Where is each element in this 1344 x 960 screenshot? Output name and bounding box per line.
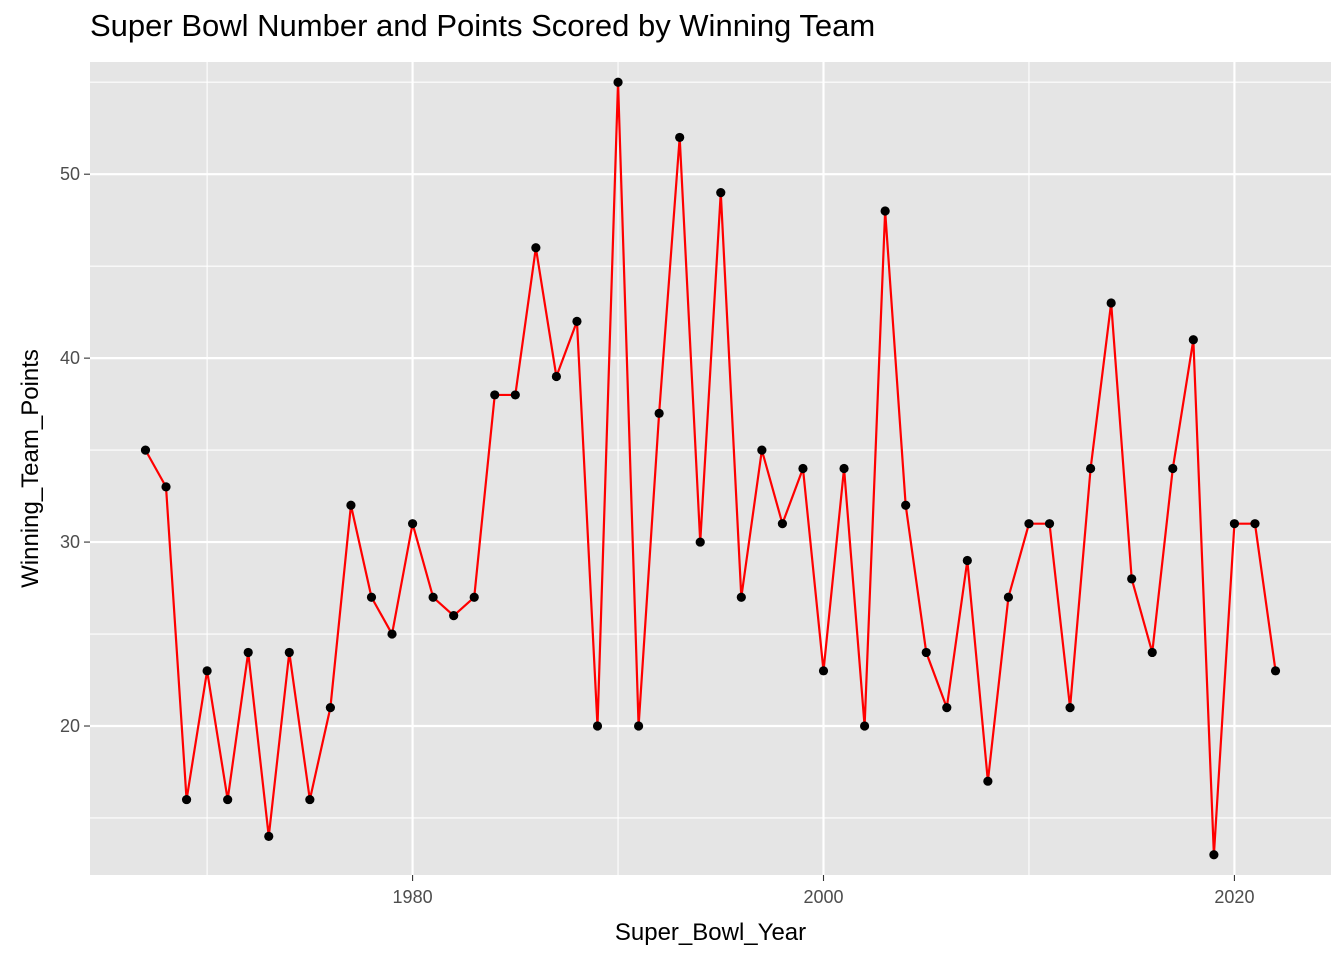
data-point xyxy=(572,316,582,326)
data-point xyxy=(305,794,315,805)
data-point xyxy=(921,647,931,658)
data-point xyxy=(1188,335,1198,345)
data-point xyxy=(1044,519,1055,529)
y-tick-label: 50 xyxy=(60,164,80,184)
data-point xyxy=(839,463,849,474)
data-point xyxy=(1086,463,1096,474)
data-point xyxy=(757,445,767,455)
data-point xyxy=(880,206,890,216)
data-point xyxy=(1209,850,1219,860)
data-point xyxy=(798,463,808,474)
data-point xyxy=(407,519,418,529)
data-point xyxy=(428,592,438,602)
data-point xyxy=(592,721,603,731)
data-point xyxy=(202,666,212,676)
data-point xyxy=(942,703,952,713)
data-point xyxy=(1147,647,1157,658)
y-tick-label: 40 xyxy=(60,348,80,368)
data-point xyxy=(181,794,192,805)
data-point xyxy=(716,187,726,198)
data-point xyxy=(1106,298,1116,308)
data-point xyxy=(1250,519,1260,529)
minor-gridlines xyxy=(90,62,1331,875)
y-axis-title: Winning_Team_Points xyxy=(17,349,44,588)
x-tick-label: 2020 xyxy=(1214,887,1254,907)
data-point xyxy=(983,776,993,786)
data-point xyxy=(243,647,253,658)
data-point xyxy=(490,390,500,400)
data-point xyxy=(901,500,911,510)
data-series xyxy=(140,77,1281,860)
data-point xyxy=(654,408,664,418)
x-axis-title: Super_Bowl_Year xyxy=(615,919,806,946)
data-point xyxy=(736,592,746,602)
series-line xyxy=(144,81,1277,856)
data-point xyxy=(1024,519,1034,529)
chart-title: Super Bowl Number and Points Scored by W… xyxy=(90,8,876,43)
data-point xyxy=(1065,703,1075,713)
y-tick-label: 30 xyxy=(60,532,80,552)
data-point xyxy=(675,132,685,143)
data-point xyxy=(613,77,623,87)
data-point xyxy=(1229,519,1240,529)
data-point xyxy=(223,794,233,805)
data-point xyxy=(387,629,397,639)
data-point xyxy=(346,500,356,510)
x-tick-label: 2000 xyxy=(803,887,843,907)
data-point xyxy=(859,721,870,731)
data-point xyxy=(818,666,829,676)
data-point xyxy=(531,243,541,253)
data-point xyxy=(695,537,705,547)
data-point xyxy=(325,703,335,713)
data-point xyxy=(510,390,520,400)
data-point xyxy=(1168,463,1178,474)
plot-panel xyxy=(90,62,1331,875)
data-point xyxy=(469,592,479,602)
x-tick-label: 1980 xyxy=(393,887,433,907)
data-point xyxy=(777,519,788,529)
data-point xyxy=(264,831,274,841)
data-point xyxy=(1003,592,1014,602)
data-point xyxy=(366,592,377,602)
data-point xyxy=(1127,574,1137,584)
data-point xyxy=(284,647,294,658)
data-point xyxy=(161,482,171,492)
data-point xyxy=(449,611,459,621)
y-tick-label: 20 xyxy=(60,716,80,736)
data-point xyxy=(962,555,972,566)
data-point xyxy=(140,445,151,455)
data-point xyxy=(633,721,644,731)
data-point xyxy=(1270,666,1281,676)
data-point xyxy=(551,371,562,382)
